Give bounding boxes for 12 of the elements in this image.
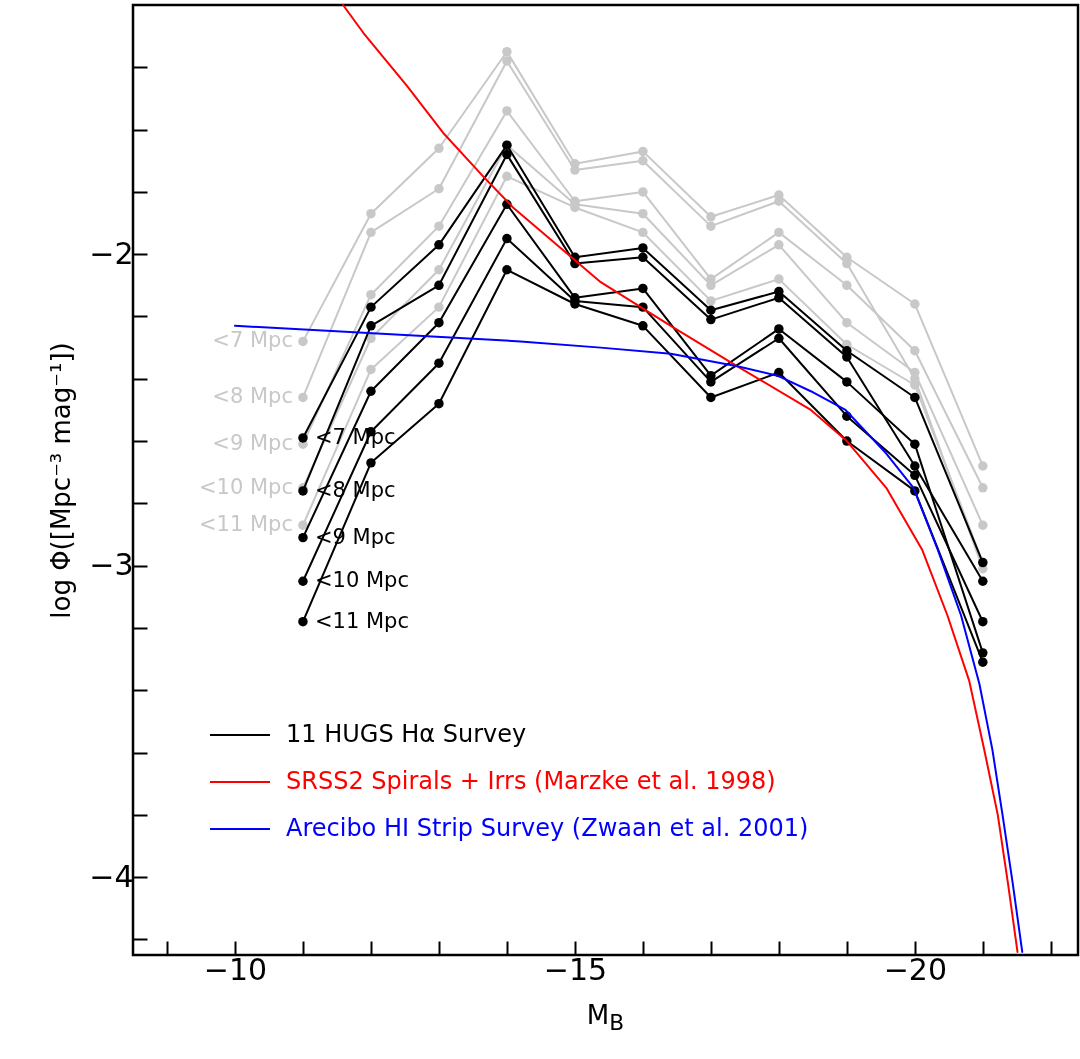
annotation: 11 HUGS Hα Survey [286, 720, 527, 748]
y-tick-label: −3 [89, 547, 134, 583]
series-label: <11 Mpc [314, 608, 409, 633]
x-tick-label: −20 [883, 951, 947, 987]
y-tick-label: −2 [89, 235, 134, 271]
x-tick-label: −15 [543, 951, 608, 987]
x-tick-label: −10 [203, 951, 268, 987]
y-axis-title: log Φ([Mpc⁻³ mag⁻¹]) [46, 342, 77, 619]
legend-label: Arecibo HI Strip Survey (Zwaan et al. 2001) [286, 814, 809, 842]
y-tick-label: −4 [89, 858, 134, 894]
x-axis-title: M$_{B}$ [585, 1000, 626, 1036]
legend-label: SRSS2 Spirals + Irrs (Marzke et al. 1998) [286, 767, 776, 795]
